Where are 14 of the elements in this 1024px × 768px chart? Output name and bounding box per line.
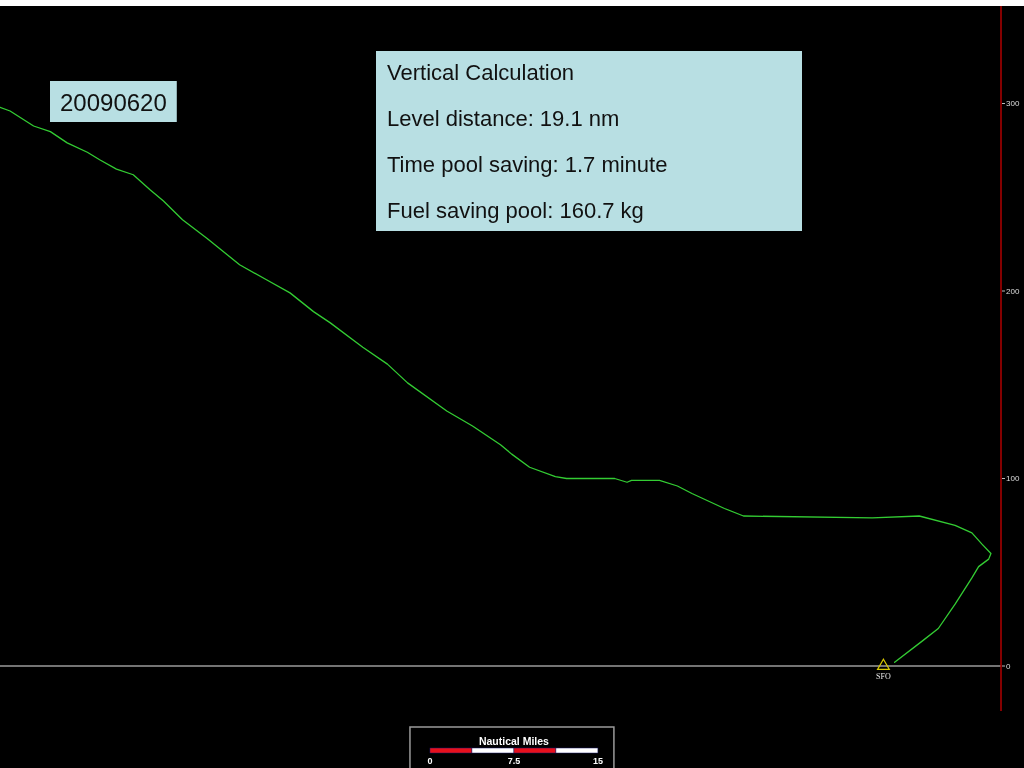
y-tick-label: 300	[1006, 99, 1020, 109]
x-tick-label: 7.5	[507, 756, 521, 767]
annotation: Time pool saving: 1.7 minute	[387, 152, 668, 177]
annotation: Vertical Calculation	[387, 60, 575, 85]
series-label: SFO	[876, 672, 891, 681]
text: 20090620	[60, 89, 167, 116]
y-tick-label: 0	[1006, 661, 1011, 671]
y-tick-label: 200	[1006, 286, 1020, 296]
annotation: Level distance: 19.1 nm	[387, 106, 620, 131]
annotation: Fuel saving pool: 160.7 kg	[387, 198, 644, 223]
x-tick-label: 0	[427, 756, 433, 767]
x-axis-title: Nautical Miles	[478, 734, 550, 747]
x-tick-label: 15	[592, 756, 603, 767]
y-tick-label: 100	[1006, 474, 1020, 484]
